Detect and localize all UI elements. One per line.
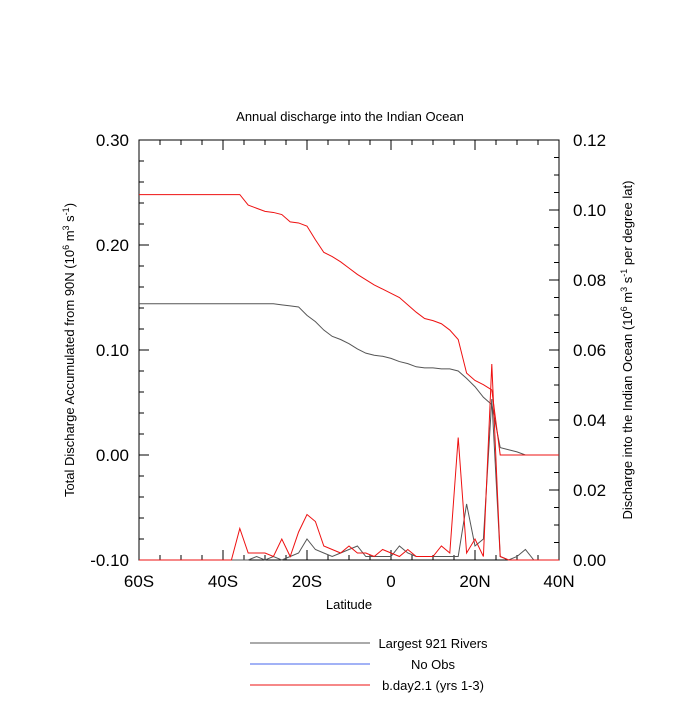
x-tick-label: 60S [124,572,154,591]
y2-axis-label: Discharge into the Indian Ocean (106 m3 … [619,181,635,520]
y2-tick-label: 0.12 [573,131,606,150]
superscript: -1 [61,207,71,215]
series-line [139,363,559,561]
x-tick-label: 40N [543,572,574,591]
label-part: ) [62,203,77,207]
legend-label: Largest 921 Rivers [378,636,488,651]
y-axis-label: Total Discharge Accumulated from 90N (10… [61,203,77,497]
legend-label: b.day2.1 (yrs 1-3) [382,678,484,693]
y-tick-label: 0.20 [96,236,129,255]
label-part: Total Discharge Accumulated from 90N (10 [62,250,77,497]
x-tick-label: 20S [292,572,322,591]
plot-frame [138,139,560,561]
x-tick-label: 0 [386,572,395,591]
y2-tick-label: 0.08 [573,271,606,290]
y-tick-label: 0.00 [96,446,129,465]
x-tick-label: 20N [459,572,490,591]
label-part: per degree lat) [620,181,635,269]
label-part: s [620,276,635,287]
superscript: 6 [619,306,629,311]
x-tick-label: 40S [208,572,238,591]
legend-label: No Obs [411,657,456,672]
x-axis-label: Latitude [326,597,372,612]
label-part: m [620,292,635,306]
y2-tick-label: 0.04 [573,411,606,430]
series-line [139,303,559,456]
y-tick-label: 0.10 [96,341,129,360]
label-part: m [62,230,77,244]
y2-tick-label: 0.00 [573,551,606,570]
superscript: 3 [619,287,629,292]
y2-tick-label: 0.06 [573,341,606,360]
superscript: -1 [619,269,629,277]
superscript: 6 [61,245,71,250]
superscript: 3 [61,225,71,230]
y-tick-label: 0.30 [96,131,129,150]
label-part: Discharge into the Indian Ocean (10 [620,311,635,519]
y2-tick-label: 0.02 [573,481,606,500]
y2-tick-label: 0.10 [573,201,606,220]
series-line [139,194,559,456]
chart-title: Annual discharge into the Indian Ocean [236,109,464,124]
y-tick-label: -0.10 [90,551,129,570]
label-part: s [62,215,77,226]
